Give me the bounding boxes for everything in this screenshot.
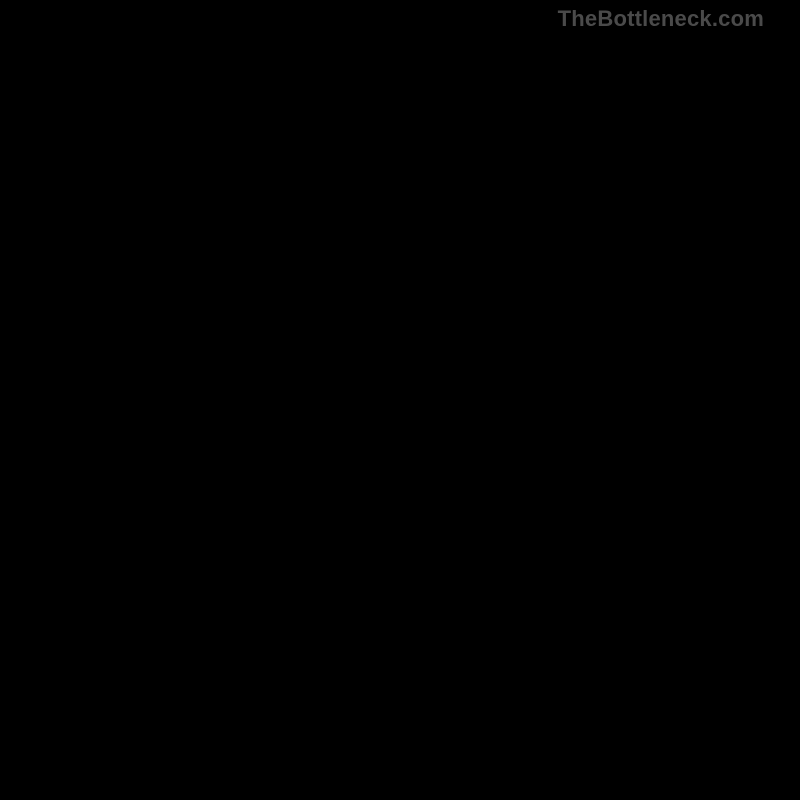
watermark-text: TheBottleneck.com bbox=[558, 6, 764, 32]
bottleneck-heatmap-canvas bbox=[34, 34, 766, 770]
